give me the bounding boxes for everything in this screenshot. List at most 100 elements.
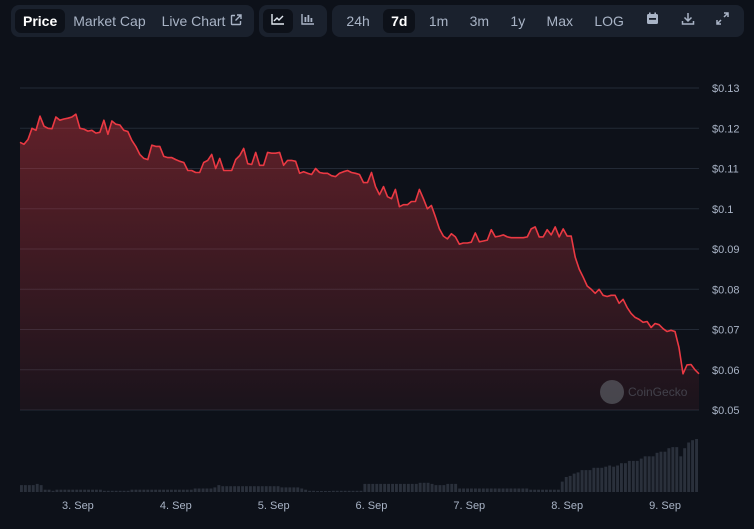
volume-bar <box>525 488 529 492</box>
range-1y[interactable]: 1y <box>502 9 533 33</box>
volume-bar <box>643 456 647 492</box>
volume-bar <box>324 491 327 492</box>
volume-bar <box>560 481 564 492</box>
volume-bar <box>600 467 604 492</box>
volume-bar <box>316 491 319 492</box>
volume-bar <box>213 487 217 492</box>
tab-price[interactable]: Price <box>15 9 66 33</box>
volume-bar <box>150 489 154 492</box>
range-3m[interactable]: 3m <box>462 9 497 33</box>
y-tick-label: $0.11 <box>712 164 739 176</box>
volume-bar <box>280 487 284 492</box>
volume-bar <box>596 467 600 492</box>
x-axis: 3. Sep 4. Sep 5. Sep 6. Sep 7. Sep 8. Sep 9. S… <box>62 500 681 512</box>
volume-bar <box>691 440 694 492</box>
volume-bar <box>177 489 181 492</box>
volume-bar <box>683 448 687 492</box>
tab-market-cap[interactable]: Market Cap <box>65 9 153 33</box>
volume-bar <box>217 485 221 492</box>
volume-bar <box>631 460 635 492</box>
volume-bar <box>402 483 406 492</box>
volume-bar <box>695 439 698 492</box>
volume-bar <box>249 486 252 492</box>
volume-bar <box>572 473 576 492</box>
volume-bar <box>252 486 256 492</box>
volume-bar <box>647 456 651 492</box>
volume-bar <box>320 491 323 492</box>
y-tick-label: $0.13 <box>712 83 740 95</box>
fullscreen-icon <box>716 12 730 30</box>
x-tick-label: 5. Sep <box>258 500 290 512</box>
volume-bar <box>671 447 675 492</box>
volume-bar <box>47 489 51 492</box>
x-tick-label: 6. Sep <box>356 500 388 512</box>
volume-bar <box>620 463 623 492</box>
volume-bar <box>63 489 67 492</box>
volume-bar <box>264 486 268 492</box>
volume-bar <box>343 490 347 492</box>
x-tick-label: 8. Sep <box>551 500 583 512</box>
volume-bar <box>541 489 544 492</box>
volume-bar <box>106 490 110 492</box>
volume-bar <box>438 485 442 492</box>
volume-bar <box>687 442 691 492</box>
candlestick-chart-button[interactable] <box>293 9 323 33</box>
volume-bar <box>406 483 410 492</box>
volume-bar <box>138 489 142 492</box>
volume-bar <box>379 483 383 492</box>
volume-bar <box>474 488 477 492</box>
volume-bar <box>71 489 75 492</box>
volume-bar <box>627 460 631 492</box>
volume-bar <box>513 488 517 492</box>
volume-bar <box>225 486 229 492</box>
volume-bar <box>355 490 359 492</box>
range-label: 7d <box>391 13 408 29</box>
volume-bar <box>185 489 189 492</box>
volume-bar <box>679 456 683 492</box>
volume-bar <box>418 482 422 492</box>
calendar-button[interactable] <box>637 9 667 33</box>
volume-bar <box>616 465 619 492</box>
x-tick-label: 7. Sep <box>453 500 485 512</box>
volume-bar <box>55 489 59 492</box>
volume-bar <box>288 487 292 492</box>
chart-type-group <box>259 5 328 37</box>
range-label: 3m <box>469 13 490 29</box>
volume-bar <box>284 487 288 492</box>
volume-bar <box>201 488 205 492</box>
volume-bar <box>592 467 596 492</box>
volume-bar <box>545 489 548 492</box>
range-24h[interactable]: 24h <box>338 9 377 33</box>
tab-live-chart[interactable]: Live Chart <box>154 9 251 33</box>
volume-bar <box>118 490 122 492</box>
range-1m[interactable]: 1m <box>421 9 456 33</box>
log-scale-toggle[interactable]: LOG <box>586 9 632 33</box>
y-tick-label: $0.08 <box>712 284 740 296</box>
volume-bar <box>529 489 533 492</box>
volume-bar <box>659 451 663 492</box>
volume-bar <box>39 485 43 492</box>
coingecko-logo-icon <box>600 380 624 404</box>
range-max[interactable]: Max <box>539 9 581 33</box>
volume-bar <box>556 489 560 492</box>
volume-bar <box>387 483 390 492</box>
range-label: 1y <box>510 13 526 29</box>
volume-bar <box>371 483 375 492</box>
volume-bar <box>458 488 462 492</box>
volume-bar <box>363 483 367 492</box>
y-tick-label: $0.05 <box>712 405 740 417</box>
line-chart-button[interactable] <box>263 9 294 33</box>
volume-bar <box>450 483 454 492</box>
download-button[interactable] <box>673 9 703 33</box>
y-tick-label: $0.09 <box>712 244 740 256</box>
volume-bar <box>75 489 79 492</box>
volume-bar <box>134 489 138 492</box>
volume-bar <box>422 482 426 492</box>
volume-bar <box>276 486 280 492</box>
volume-bar <box>608 465 612 492</box>
tab-market-cap-label: Market Cap <box>73 13 146 29</box>
range-7d[interactable]: 7d <box>383 9 416 33</box>
fullscreen-button[interactable] <box>708 9 738 33</box>
volume-bar <box>221 486 225 492</box>
